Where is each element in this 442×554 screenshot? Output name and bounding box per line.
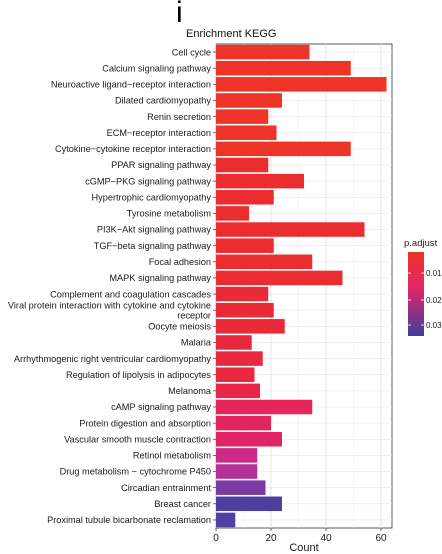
bar (216, 480, 266, 495)
legend-colorbar (408, 252, 424, 336)
y-tick-label: Dilated cardiomyopathy (115, 96, 211, 106)
y-tick-label: Cell cycle (172, 47, 211, 57)
bar (216, 464, 258, 479)
bar (216, 448, 258, 463)
legend-tick-label: 0.02 (426, 296, 442, 305)
y-tick-label: Regulation of lipolysis in adipocytes (66, 370, 211, 380)
axes (213, 51, 382, 531)
y-tick-label: ECM−receptor interaction (107, 128, 211, 138)
panel-label: i (176, 0, 183, 29)
x-tick-label: 40 (320, 533, 332, 544)
chart-title: Enrichment KEGG (186, 28, 277, 40)
bar (216, 157, 269, 173)
y-tick-label: Complement and coagulation cascades (50, 289, 211, 299)
bar (216, 383, 260, 399)
bar (216, 222, 365, 237)
bar (216, 367, 255, 382)
y-tick-label: Arrhythmogenic right ventricular cardiom… (14, 354, 212, 364)
x-tick-label: 20 (265, 533, 277, 544)
y-tick-label: PPAR signaling pathway (111, 160, 211, 170)
bar (216, 270, 343, 286)
y-tick-label: Tyrosine metabolism (127, 209, 212, 219)
bar (216, 109, 269, 124)
y-tick-label: Focal adhesion (149, 257, 211, 267)
bar (216, 141, 351, 157)
y-tick-label: Circadian entrainment (121, 483, 211, 493)
legend-title: p.adjust (404, 238, 438, 249)
bar (216, 206, 249, 221)
y-tick-label: Hypertrophic cardiomyopathy (92, 192, 212, 202)
bar (216, 93, 282, 108)
y-tick-label: PI3K−Akt signaling pathway (97, 225, 212, 235)
bar (216, 190, 274, 205)
bar (216, 60, 351, 76)
legend-tick-label: 0.03 (426, 321, 442, 330)
bar (216, 351, 263, 366)
bar (216, 44, 310, 60)
x-tick-labels: 0 20 40 60 Count (213, 533, 387, 554)
bar (216, 415, 271, 431)
bar (216, 238, 274, 253)
y-tick-label: Protein digestion and absorption (79, 418, 211, 428)
bar-series (216, 44, 387, 528)
y-tick-label: Melanoma (168, 386, 212, 396)
x-tick-label: 0 (213, 533, 219, 544)
bar (216, 512, 236, 528)
bar (216, 335, 252, 350)
plot-panel (215, 43, 393, 529)
y-tick-label: Proximal tubule bicarbonate reclamation (47, 515, 211, 525)
bar (216, 254, 313, 270)
y-tick-label: Renin secretion (147, 112, 211, 122)
x-axis-title: Count (289, 542, 318, 554)
color-legend: p.adjust 0.01 0.02 0.03 (404, 238, 442, 336)
y-tick-labels: Cell cycle Calcium signaling pathway Neuro… (8, 47, 212, 525)
y-tick-label: Oocyte meiosis (148, 322, 211, 332)
bar (216, 302, 274, 318)
bar (216, 173, 304, 189)
y-tick-label: Calcium signaling pathway (102, 63, 211, 73)
y-tick-label: Viral protein interaction with cytokine … (8, 300, 211, 320)
y-tick-label: cGMP−PKG signaling pathway (85, 176, 211, 186)
y-tick-label: Neuroactive ligand−receptor interaction (51, 80, 211, 90)
bar (216, 286, 269, 302)
bar (216, 125, 277, 140)
y-tick-label: Cytokine−cytokine receptor interaction (55, 144, 211, 154)
y-tick-label: Retinol metabolism (133, 451, 211, 461)
y-tick-label: TGF−beta signaling pathway (94, 241, 212, 251)
y-tick-label: MAPK signaling pathway (109, 273, 211, 283)
legend-tick-label: 0.01 (426, 269, 442, 278)
y-tick-label: Malaria (181, 338, 212, 348)
bar (216, 319, 285, 334)
y-tick-label: Vascular smooth muscle contraction (64, 434, 211, 444)
x-tick-label: 60 (375, 533, 387, 544)
y-tick-label: cAMP signaling pathway (111, 402, 211, 412)
bar (216, 399, 313, 415)
y-tick-label: Breast cancer (154, 499, 211, 509)
bar (216, 77, 387, 92)
bar (216, 432, 282, 447)
bar (216, 496, 282, 512)
y-tick-label: Drug metabolism − cytochrome P450 (60, 467, 211, 477)
